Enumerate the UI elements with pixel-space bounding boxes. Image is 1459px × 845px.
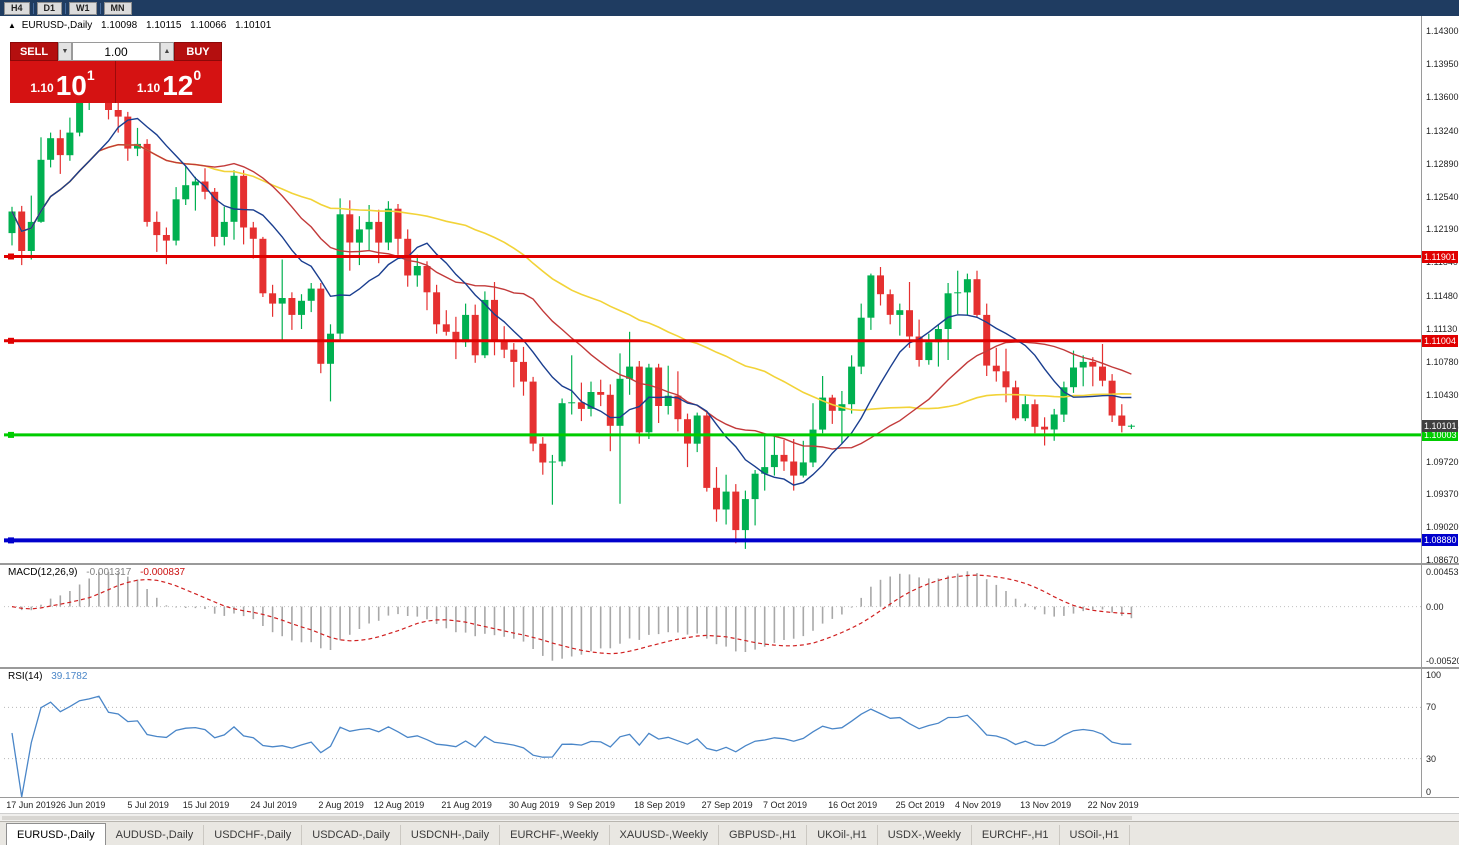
chart-tab[interactable]: EURCHF-,Weekly xyxy=(500,825,610,845)
open-value: 1.10098 xyxy=(101,20,138,31)
chart-tabs-bar: EURUSD-,Daily AUDUSD-,Daily USDCHF-,Daily U… xyxy=(0,821,1459,845)
buy-price-big-digits: 12 xyxy=(162,70,194,101)
rsi-axis-label: 70 xyxy=(1426,702,1437,713)
candlestick-chart[interactable] xyxy=(4,17,1421,563)
toolbar-divider xyxy=(32,2,34,14)
rsi-title: RSI(14) 39.1782 xyxy=(8,671,87,682)
price-tick-label: 1.10780 xyxy=(1426,356,1459,367)
sell-price-pip-digit: 1 xyxy=(86,67,95,83)
price-tick-label: 1.10430 xyxy=(1426,389,1459,400)
macd-axis-zero: 0.00 xyxy=(1426,601,1444,612)
toolbar-divider xyxy=(99,2,101,14)
macd-label: MACD(12,26,9) xyxy=(8,567,78,578)
price-tick-label: 1.11480 xyxy=(1426,291,1458,302)
close-value: 1.10101 xyxy=(235,20,272,31)
timeframe-button-h4[interactable]: H4 xyxy=(4,1,30,15)
volume-input[interactable]: 1.00 xyxy=(72,42,160,61)
price-tick-label: 1.12190 xyxy=(1426,224,1459,235)
volume-increase-button[interactable]: ▲ xyxy=(160,42,174,61)
one-click-trading-panel: SELL ▼ 1.00 ▲ BUY 1.10 10 1 1.10 12 0 xyxy=(10,42,222,103)
price-tick-label: 1.14300 xyxy=(1426,26,1459,37)
timeframe-toolbar: H4 D1 W1 MN xyxy=(0,0,1459,16)
sell-button[interactable]: SELL xyxy=(10,42,58,61)
volume-decrease-button[interactable]: ▼ xyxy=(58,42,72,61)
chart-tab[interactable]: USDCNH-,Daily xyxy=(401,825,501,845)
chart-tab[interactable]: USOil-,H1 xyxy=(1060,825,1131,845)
high-value: 1.10115 xyxy=(145,20,182,31)
rsi-panel-separator[interactable] xyxy=(0,667,1459,669)
main-chart-area[interactable] xyxy=(4,17,1421,568)
rsi-panel[interactable] xyxy=(4,669,1421,802)
hline-price-label: 1.10003 xyxy=(1422,428,1458,441)
chart-tab[interactable]: UKOil-,H1 xyxy=(807,825,878,845)
current-price-label: 1.10101 xyxy=(1422,419,1458,432)
symbol-name: EURUSD-,Daily xyxy=(21,20,93,31)
chart-tab[interactable]: USDCHF-,Daily xyxy=(204,825,303,845)
hline-price-label: 1.11004 xyxy=(1422,334,1458,347)
price-tick-label: 1.13240 xyxy=(1426,125,1459,136)
macd-signal-value: -0.000837 xyxy=(140,567,186,578)
rsi-axis-label: 0 xyxy=(1426,787,1432,797)
price-tick-label: 1.12540 xyxy=(1426,191,1459,202)
macd-panel[interactable] xyxy=(4,565,1421,672)
chart-tab[interactable]: GBPUSD-,H1 xyxy=(719,825,808,845)
scrollbar-thumb[interactable] xyxy=(2,816,1132,820)
chart-tab[interactable]: USDX-,Weekly xyxy=(878,825,972,845)
timeframe-button-d1[interactable]: D1 xyxy=(36,1,63,15)
buy-price[interactable]: 1.10 12 0 xyxy=(116,61,222,103)
macd-axis-max: 0.004536 xyxy=(1426,567,1459,577)
buy-price-prefix: 1.10 xyxy=(136,81,161,95)
buy-button[interactable]: BUY xyxy=(174,42,222,61)
macd-indicator-chart[interactable] xyxy=(4,565,1421,667)
sell-price[interactable]: 1.10 10 1 xyxy=(10,61,116,103)
price-tick-label: 1.12890 xyxy=(1426,158,1459,169)
macd-title: MACD(12,26,9) -0.001317 -0.000837 xyxy=(8,567,185,578)
low-value: 1.10066 xyxy=(190,20,227,31)
price-tick-label: 1.11840 xyxy=(1426,257,1458,268)
price-tick-label: 1.10080 xyxy=(1426,422,1459,433)
toolbar-divider xyxy=(65,2,67,14)
price-tick-label: 1.09370 xyxy=(1426,489,1459,500)
chart-symbol-header: ▲ EURUSD-,Daily 1.10098 1.10115 1.10066 … xyxy=(8,20,271,31)
chart-tab[interactable]: USDCAD-,Daily xyxy=(302,825,401,845)
time-axis-line xyxy=(0,797,1459,798)
chart-tab[interactable]: XAUUSD-,Weekly xyxy=(610,825,719,845)
rsi-indicator-chart[interactable] xyxy=(4,669,1421,798)
chart-tab[interactable]: EURUSD-,Daily xyxy=(6,823,106,845)
timeframe-button-mn[interactable]: MN xyxy=(103,1,132,15)
sell-price-prefix: 1.10 xyxy=(30,81,54,95)
chart-tab[interactable]: AUDUSD-,Daily xyxy=(106,825,205,845)
macd-panel-separator[interactable] xyxy=(0,563,1459,565)
price-axis-line xyxy=(1421,16,1422,798)
collapse-arrow-icon[interactable]: ▲ xyxy=(8,21,16,30)
buy-price-pip-digit: 0 xyxy=(193,67,202,83)
hline-price-label: 1.11901 xyxy=(1422,250,1458,263)
rsi-value: 39.1782 xyxy=(51,671,88,682)
price-tick-label: 1.09720 xyxy=(1426,456,1459,467)
timeframe-button-w1[interactable]: W1 xyxy=(69,1,97,15)
price-tick-label: 1.09020 xyxy=(1426,522,1459,533)
horizontal-scrollbar[interactable] xyxy=(0,813,1459,821)
macd-main-value: -0.001317 xyxy=(86,567,132,578)
sell-price-big-digits: 10 xyxy=(55,70,87,101)
price-tick-label: 1.11130 xyxy=(1426,324,1458,334)
hline-price-label: 1.08880 xyxy=(1422,534,1458,547)
rsi-label: RSI(14) xyxy=(8,671,43,682)
chart-tab[interactable]: EURCHF-,H1 xyxy=(972,825,1060,845)
macd-axis-min: -0.00520 xyxy=(1426,656,1459,666)
price-tick-label: 1.13600 xyxy=(1426,91,1459,102)
rsi-axis-label: 100 xyxy=(1426,670,1442,680)
price-tick-label: 1.13950 xyxy=(1426,59,1459,69)
rsi-axis-label: 30 xyxy=(1426,753,1437,764)
